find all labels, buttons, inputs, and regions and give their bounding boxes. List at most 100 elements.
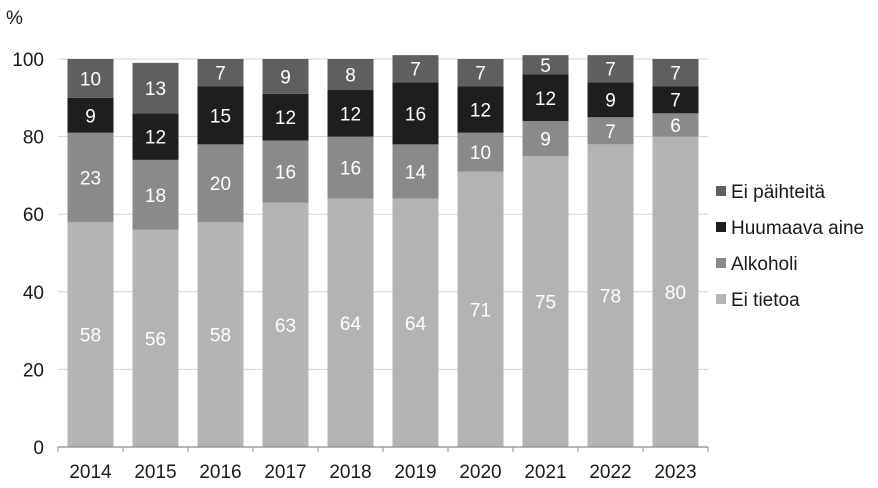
- data-label: 9: [540, 130, 551, 151]
- data-label: 7: [670, 64, 681, 85]
- x-tick-label: 2015: [134, 462, 176, 483]
- x-tick-label: 2019: [394, 462, 436, 483]
- bar-segment: [392, 55, 439, 83]
- bar-segment: [67, 221, 114, 447]
- legend-swatch: [716, 258, 726, 268]
- data-label: 20: [210, 174, 231, 195]
- data-label: 15: [210, 106, 231, 127]
- bar-segment: [652, 113, 699, 137]
- data-label: 12: [470, 100, 491, 121]
- data-label: 16: [405, 104, 426, 125]
- bar-segment: [522, 156, 569, 447]
- legend-label: Ei päihteitä: [731, 182, 825, 203]
- y-tick-label: 60: [23, 205, 44, 226]
- data-label: 7: [215, 64, 226, 85]
- bar-segment: [327, 90, 374, 137]
- bar-segment: [67, 97, 114, 133]
- x-tick-label: 2016: [199, 462, 241, 483]
- y-tick-label: 20: [23, 360, 44, 381]
- bar-segment: [197, 144, 244, 222]
- legend-label: Huumaava aine: [731, 218, 864, 239]
- bar-segment: [262, 59, 309, 94]
- data-label: 18: [145, 186, 166, 207]
- data-label: 8: [345, 66, 356, 87]
- bar-segment: [132, 229, 179, 447]
- legend-swatch: [716, 222, 726, 232]
- data-label: 9: [85, 106, 96, 127]
- data-label: 16: [275, 163, 296, 184]
- data-label: 6: [670, 116, 681, 137]
- data-label: 12: [340, 104, 361, 125]
- bar-segment: [392, 82, 439, 145]
- data-label: 9: [605, 91, 616, 112]
- x-tick-label: 2017: [264, 462, 306, 483]
- bar-segment: [132, 159, 179, 230]
- data-label: 75: [535, 293, 556, 314]
- data-label: 64: [405, 314, 427, 335]
- x-tick-label: 2023: [654, 462, 696, 483]
- legend-swatch: [716, 294, 726, 304]
- x-tick-label: 2020: [459, 462, 501, 483]
- data-label: 80: [665, 283, 686, 304]
- bar-segment: [132, 62, 179, 114]
- y-tick-label: 40: [23, 283, 44, 304]
- data-label: 7: [410, 60, 421, 81]
- x-tick-label: 2014: [69, 462, 112, 483]
- bar-segment: [262, 140, 309, 203]
- bar-segment: [457, 132, 504, 172]
- bar-segment: [522, 55, 569, 75]
- bar-segment: [262, 93, 309, 141]
- bar-segment: [327, 59, 374, 91]
- data-labels: 5823910561812135820157631612964161286414…: [80, 56, 686, 351]
- bar-segment: [327, 136, 374, 199]
- data-label: 78: [600, 287, 621, 308]
- bar-segment: [327, 198, 374, 447]
- bars: [67, 55, 699, 448]
- data-label: 7: [670, 91, 681, 112]
- data-label: 58: [210, 325, 231, 346]
- legend-label: Ei tietoa: [731, 290, 800, 311]
- bar-segment: [197, 86, 244, 145]
- bar-segment: [392, 198, 439, 447]
- bar-segment: [652, 136, 699, 447]
- y-unit-label: %: [6, 8, 23, 29]
- data-label: 10: [80, 69, 101, 90]
- bar-segment: [587, 144, 634, 448]
- data-label: 10: [470, 143, 491, 164]
- data-label: 63: [275, 316, 296, 337]
- bar-segment: [262, 202, 309, 447]
- data-label: 9: [280, 67, 291, 88]
- bar-segment: [457, 171, 504, 447]
- bar-segment: [197, 59, 244, 87]
- data-label: 13: [145, 79, 166, 100]
- data-label: 12: [145, 128, 166, 149]
- bar-segment: [587, 117, 634, 145]
- data-label: 64: [340, 314, 362, 335]
- bar-segment: [587, 82, 634, 118]
- bar-segment: [522, 121, 569, 156]
- data-label: 23: [80, 168, 101, 189]
- bar-segment: [522, 74, 569, 122]
- bar-segment: [457, 86, 504, 133]
- x-tick-label: 2021: [524, 462, 566, 483]
- y-tick-label: 0: [33, 438, 44, 459]
- data-label: 56: [145, 329, 166, 350]
- data-label: 12: [535, 89, 556, 110]
- bar-segment: [392, 144, 439, 199]
- data-label: 5: [540, 56, 551, 77]
- legend: Ei päihteitä Huumaava aine Alkoholi Ei tiet…: [716, 182, 864, 311]
- data-label: 71: [470, 300, 491, 321]
- data-label: 12: [275, 108, 296, 129]
- y-tick-label: 100: [12, 50, 44, 71]
- bar-segment: [132, 113, 179, 160]
- bar-segment: [587, 55, 634, 83]
- bar-segment: [67, 59, 114, 98]
- data-label: 14: [405, 163, 427, 184]
- legend-label: Alkoholi: [731, 254, 798, 275]
- data-label: 7: [475, 64, 486, 85]
- data-label: 58: [80, 325, 101, 346]
- x-tick-label: 2022: [589, 462, 631, 483]
